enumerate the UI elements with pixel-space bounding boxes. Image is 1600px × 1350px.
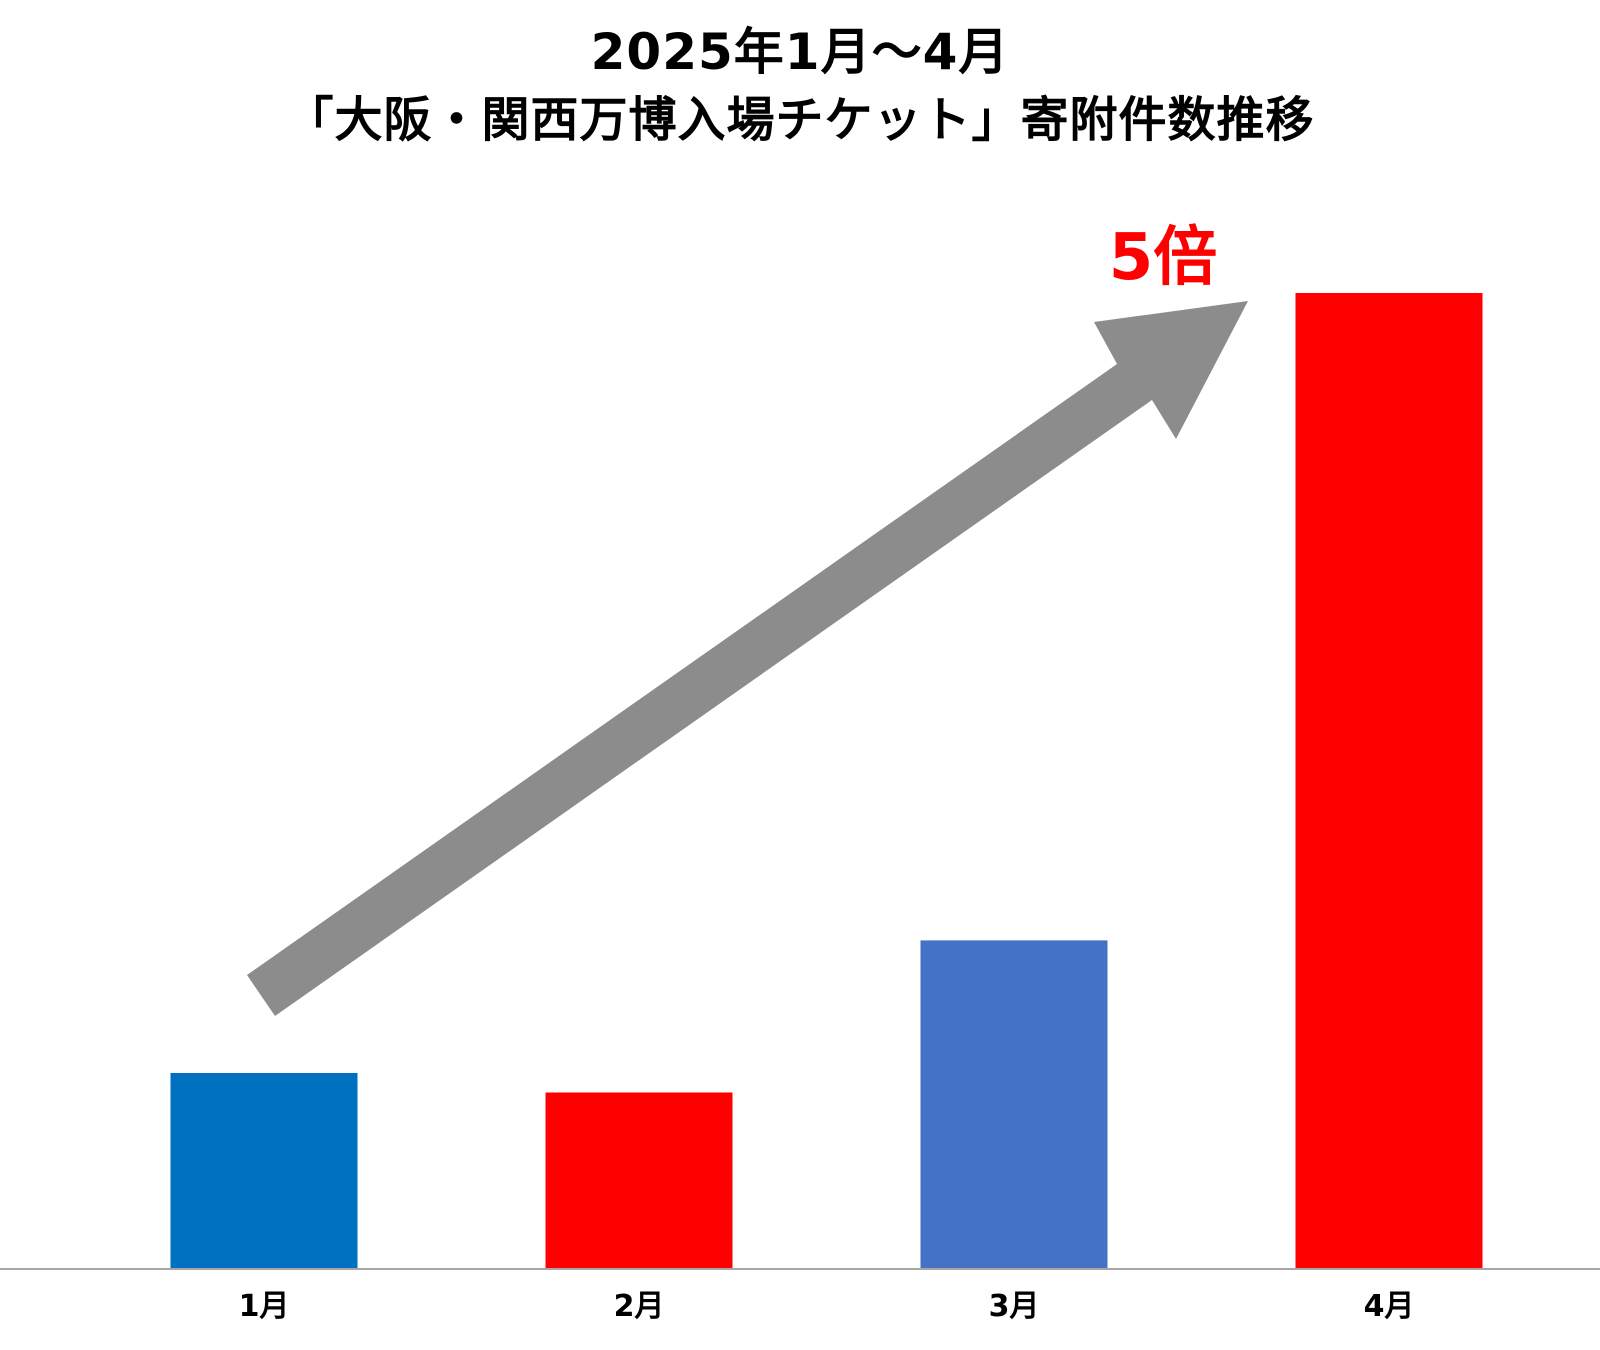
bar-4	[1295, 293, 1483, 1268]
x-tick-label-4: 4月	[1364, 1289, 1415, 1324]
x-tick-label-3: 3月	[989, 1289, 1040, 1324]
bars-layer	[170, 293, 1483, 1268]
trend-arrow	[247, 301, 1248, 1016]
x-tick-label-2: 2月	[614, 1289, 665, 1324]
x-tick-label-1: 1月	[239, 1289, 290, 1324]
x-tick-labels: 1月 2月 3月 4月	[239, 1289, 1415, 1324]
chart-subtitle: 「大阪・関西万博入場チケット」寄附件数推移	[285, 92, 1315, 148]
annotation-label: 5倍	[1109, 221, 1218, 295]
bar-3	[920, 940, 1108, 1268]
bar-1	[170, 1073, 358, 1268]
chart-title: 2025年1月～4月	[590, 23, 1010, 81]
bar-2	[545, 1092, 733, 1268]
